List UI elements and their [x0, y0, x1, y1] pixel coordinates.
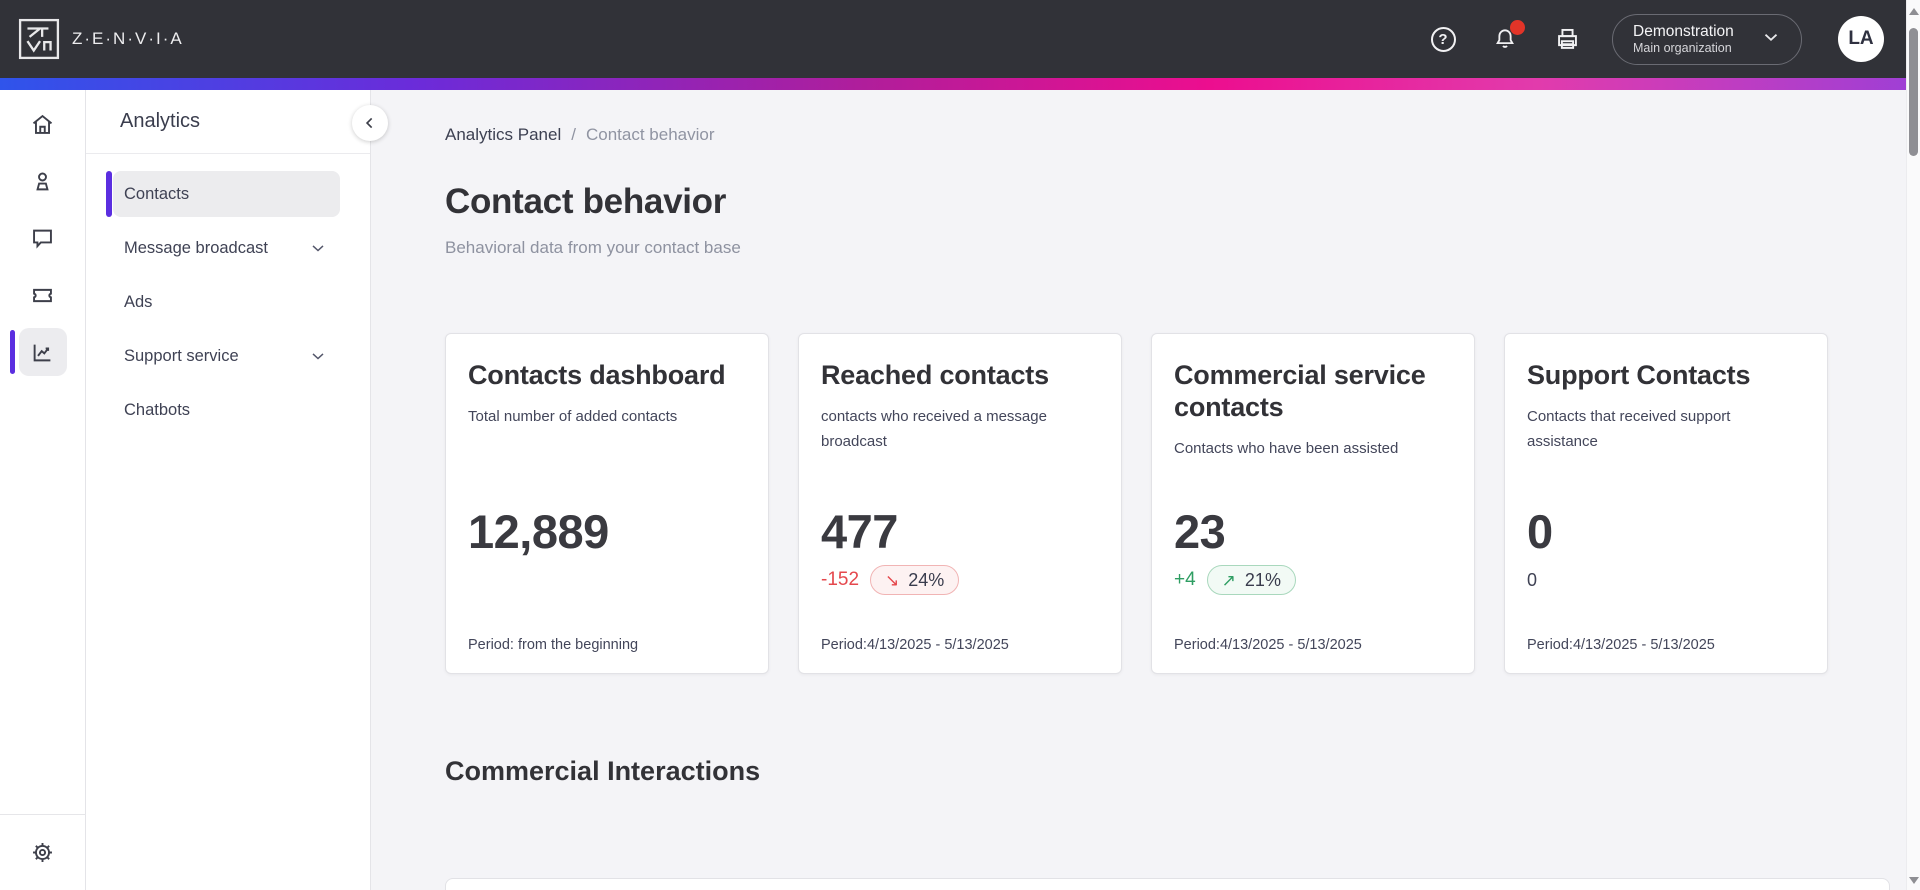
- chevron-down-icon: [308, 238, 328, 258]
- notifications-bell-icon[interactable]: [1490, 20, 1525, 54]
- badge-percent: 21%: [1244, 569, 1281, 590]
- sidebar-collapse-button[interactable]: [352, 105, 388, 141]
- card-description: Contacts who have been assisted: [1174, 439, 1399, 457]
- top-bar-actions: ? Demonstration Ma: [1396, 13, 1884, 65]
- card-title: Contacts dashboard: [468, 360, 726, 390]
- card-delta-row: +4 ↗ 21%: [1174, 565, 1452, 595]
- breadcrumb-current: Contact behavior: [585, 125, 715, 144]
- nav-analytics-icon[interactable]: [9, 328, 67, 376]
- trend-badge: ↘ 24%: [870, 565, 960, 595]
- sidebar-item-label: Message broadcast: [124, 238, 268, 257]
- nav-contacts-icon[interactable]: [19, 157, 67, 205]
- brand-name: Z·E·N·V·I·A: [72, 29, 184, 48]
- sidebar-item-contacts[interactable]: Contacts: [106, 171, 340, 217]
- nav-conversations-icon[interactable]: [19, 214, 67, 262]
- card-title: Support Contacts: [1527, 360, 1751, 390]
- sidebar-item-message-broadcast[interactable]: Message broadcast: [113, 225, 340, 271]
- sidebar-item-label: Ads: [124, 292, 153, 311]
- icon-rail: [0, 90, 86, 890]
- card-description: contacts who received a message broadcas…: [821, 407, 1047, 450]
- breadcrumb-separator: /: [571, 125, 576, 144]
- sidebar-title: Analytics: [120, 110, 201, 132]
- chevron-left-icon: [365, 117, 373, 129]
- top-bar: Z·E·N·V·I·A ?: [0, 0, 1920, 78]
- zenvia-logo-icon: [18, 18, 60, 60]
- card-delta-row: -152 ↘ 24%: [821, 565, 1099, 595]
- card-period: Period: from the beginning: [468, 637, 639, 653]
- chevron-down-icon: [308, 346, 328, 366]
- stat-cards-row: Contacts dashboard Total number of added…: [445, 333, 1828, 674]
- chevron-down-icon: [1760, 26, 1782, 53]
- card-period: Period:4/13/2025 - 5/13/2025: [1174, 637, 1362, 653]
- card-value: 23: [1174, 505, 1226, 558]
- active-indicator: [106, 171, 112, 217]
- card-description: Contacts that received support assistanc…: [1527, 407, 1731, 450]
- card-contacts-dashboard: Contacts dashboard Total number of added…: [445, 333, 769, 674]
- badge-percent: 24%: [908, 569, 945, 590]
- card-value: 12,889: [468, 505, 609, 558]
- sidebar-item-label: Contacts: [124, 184, 190, 203]
- notification-badge: [1510, 20, 1525, 35]
- sidebar-item-chatbots[interactable]: Chatbots: [113, 387, 340, 433]
- card-value: 0: [1527, 505, 1553, 558]
- breadcrumb-analytics-panel[interactable]: Analytics Panel: [445, 125, 562, 144]
- scrollbar-thumb[interactable]: [1909, 28, 1918, 156]
- avatar[interactable]: LA: [1838, 16, 1884, 62]
- card-support-contacts: Support Contacts Contacts that received …: [1504, 333, 1828, 674]
- delta-value: +4: [1174, 569, 1196, 590]
- printer-icon[interactable]: [1552, 24, 1582, 54]
- page-title: Contact behavior: [445, 182, 727, 221]
- rail-footer: [0, 814, 86, 890]
- card-delta-row: 0: [1527, 565, 1805, 595]
- sidebar-item-support-service[interactable]: Support service: [113, 333, 340, 379]
- card-description: Total number of added contacts: [468, 407, 678, 425]
- delta-value: 0: [1527, 569, 1538, 590]
- sidebar: Analytics Contacts Message broadcast Ads: [86, 90, 388, 890]
- delta-value: -152: [821, 569, 860, 590]
- card-title: Commercial service contacts: [1174, 360, 1426, 422]
- trend-down-icon: ↘: [885, 570, 900, 590]
- active-indicator: [9, 330, 15, 374]
- scrollbar[interactable]: [1906, 0, 1920, 890]
- organization-switcher[interactable]: Demonstration Main organization: [1612, 13, 1802, 65]
- brand: Z·E·N·V·I·A: [18, 18, 184, 60]
- sidebar-menu: Contacts Message broadcast Ads Support s…: [86, 154, 370, 433]
- scrollbar-down-arrow[interactable]: [1909, 877, 1919, 884]
- trend-up-icon: ↗: [1221, 570, 1236, 590]
- card-delta-row: [468, 565, 746, 595]
- accent-gradient-bar: [0, 78, 1920, 90]
- breadcrumb: Analytics Panel / Contact behavior: [445, 124, 1920, 146]
- scrollbar-up-arrow[interactable]: [1909, 8, 1919, 15]
- help-icon[interactable]: ?: [1428, 24, 1458, 54]
- commercial-interactions-card: [445, 878, 1890, 890]
- trend-badge: ↗ 21%: [1206, 565, 1296, 595]
- sidebar-item-label: Support service: [124, 346, 239, 365]
- main-content: Analytics Panel / Contact behavior Conta…: [371, 90, 1920, 890]
- card-value: 477: [821, 505, 898, 558]
- sidebar-item-ads[interactable]: Ads: [113, 279, 340, 325]
- settings-gear-icon[interactable]: [19, 829, 67, 877]
- organization-subtitle: Main organization: [1633, 40, 1732, 55]
- card-title: Reached contacts: [821, 360, 1049, 390]
- card-commercial-service-contacts: Commercial service contacts Contacts who…: [1151, 333, 1475, 674]
- sidebar-header: Analytics: [86, 90, 370, 154]
- sidebar-item-label: Chatbots: [124, 400, 191, 419]
- nav-home-icon[interactable]: [19, 100, 67, 148]
- organization-name: Demonstration: [1633, 22, 1734, 40]
- nav-tickets-icon[interactable]: [19, 271, 67, 319]
- card-period: Period:4/13/2025 - 5/13/2025: [821, 637, 1009, 653]
- card-reached-contacts: Reached contacts contacts who received a…: [798, 333, 1122, 674]
- card-period: Period:4/13/2025 - 5/13/2025: [1527, 637, 1715, 653]
- page-subtitle: Behavioral data from your contact base: [445, 238, 741, 257]
- section-title-commercial-interactions: Commercial Interactions: [445, 756, 761, 786]
